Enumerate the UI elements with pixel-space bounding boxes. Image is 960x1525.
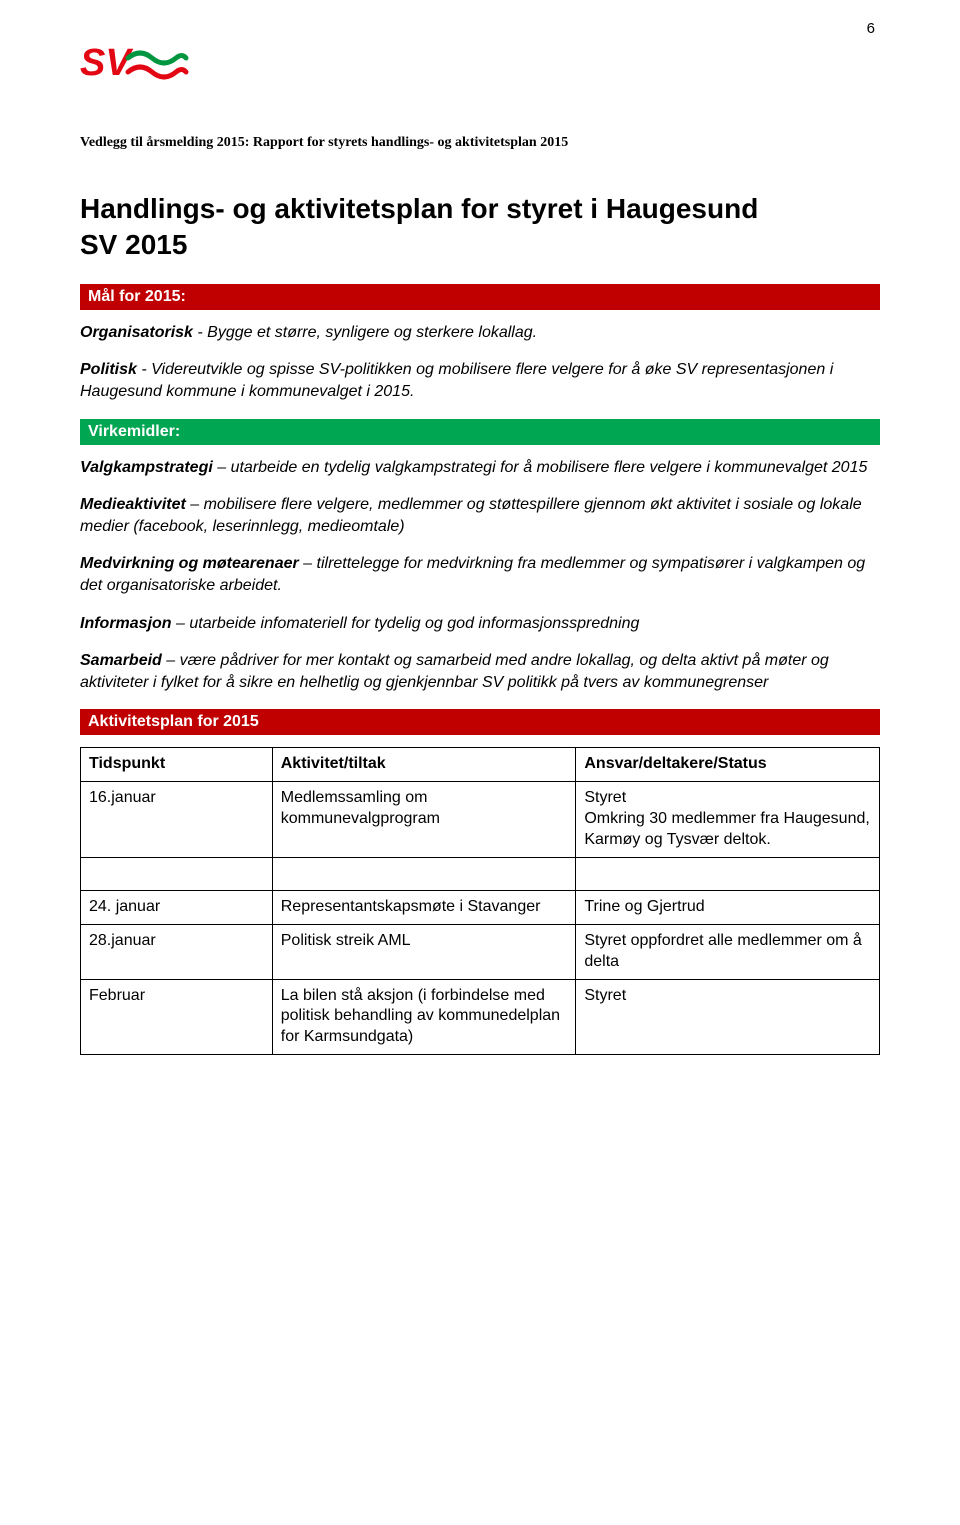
virkemidler-p3: Medvirkning og møtearenaer – tilretteleg… [80, 553, 880, 596]
v2-bold: Medieaktivitet [80, 496, 186, 513]
cell-empty [81, 857, 273, 891]
heading-line1: Handlings- og aktivitetsplan for styret … [80, 193, 758, 224]
v3-bold: Medvirkning og møtearenaer [80, 555, 299, 572]
cell-aktivitet: Medlemssamling om kommunevalgprogram [272, 782, 576, 857]
section-aktivitetsplan-title: Aktivitetsplan for 2015 [80, 709, 880, 735]
table-header-row: Tidspunkt Aktivitet/tiltak Ansvar/deltak… [81, 748, 880, 782]
cell-ansvar: Styret Omkring 30 medlemmer fra Haugesun… [576, 782, 880, 857]
cell-ansvar: Styret oppfordret alle medlemmer om å de… [576, 925, 880, 980]
cell-ansvar: Trine og Gjertrud [576, 891, 880, 925]
v2-rest: – mobilisere flere velgere, medlemmer og… [80, 496, 862, 535]
th-ansvar: Ansvar/deltakere/Status [576, 748, 880, 782]
section-mal-title: Mål for 2015: [80, 284, 880, 310]
mal-p1-bold: Organisatorisk [80, 324, 193, 341]
mal-p2-bold: Politisk [80, 361, 137, 378]
cell-aktivitet: Representantskapsmøte i Stavanger [272, 891, 576, 925]
virkemidler-p4: Informasjon – utarbeide infomateriell fo… [80, 613, 880, 635]
attachment-title: Vedlegg til årsmelding 2015: Rapport for… [80, 135, 880, 151]
activity-table: Tidspunkt Aktivitet/tiltak Ansvar/deltak… [80, 747, 880, 1055]
table-row-spacer [81, 857, 880, 891]
svg-text:SV: SV [80, 42, 133, 84]
cell-aktivitet: Politisk streik AML [272, 925, 576, 980]
v4-rest: – utarbeide infomateriell for tydelig og… [172, 615, 640, 632]
table-row: 24. januar Representantskapsmøte i Stava… [81, 891, 880, 925]
logo-container: SV [80, 40, 880, 105]
table-row: 28.januar Politisk streik AML Styret opp… [81, 925, 880, 980]
v1-bold: Valgkampstrategi [80, 459, 213, 476]
cell-ansvar: Styret [576, 979, 880, 1054]
th-tidspunkt: Tidspunkt [81, 748, 273, 782]
mal-paragraph-2: Politisk - Videreutvikle og spisse SV-po… [80, 359, 880, 402]
cell-aktivitet: La bilen stå aksjon (i forbindelse med p… [272, 979, 576, 1054]
mal-p1-rest: - Bygge et større, synligere og sterkere… [193, 324, 537, 341]
heading-line2: SV 2015 [80, 229, 187, 260]
th-aktivitet: Aktivitet/tiltak [272, 748, 576, 782]
virkemidler-p5: Samarbeid – være pådriver for mer kontak… [80, 650, 880, 693]
mal-paragraph-1: Organisatorisk - Bygge et større, synlig… [80, 322, 880, 344]
virkemidler-p2: Medieaktivitet – mobilisere flere velger… [80, 494, 880, 537]
v1-rest: – utarbeide en tydelig valgkampstrategi … [213, 459, 868, 476]
page-number: 6 [867, 20, 875, 37]
table-row: 16.januar Medlemssamling om kommunevalgp… [81, 782, 880, 857]
v5-bold: Samarbeid [80, 652, 162, 669]
v4-bold: Informasjon [80, 615, 172, 632]
mal-p2-rest: - Videreutvikle og spisse SV-politikken … [80, 361, 833, 400]
cell-empty [272, 857, 576, 891]
cell-tid: 28.januar [81, 925, 273, 980]
main-heading: Handlings- og aktivitetsplan for styret … [80, 191, 880, 264]
table-row: Februar La bilen stå aksjon (i forbindel… [81, 979, 880, 1054]
virkemidler-p1: Valgkampstrategi – utarbeide en tydelig … [80, 457, 880, 479]
cell-tid: 24. januar [81, 891, 273, 925]
cell-tid: 16.januar [81, 782, 273, 857]
cell-tid: Februar [81, 979, 273, 1054]
cell-empty [576, 857, 880, 891]
sv-logo: SV [80, 40, 190, 100]
v5-rest: – være pådriver for mer kontakt og samar… [80, 652, 829, 691]
section-virkemidler-title: Virkemidler: [80, 419, 880, 445]
